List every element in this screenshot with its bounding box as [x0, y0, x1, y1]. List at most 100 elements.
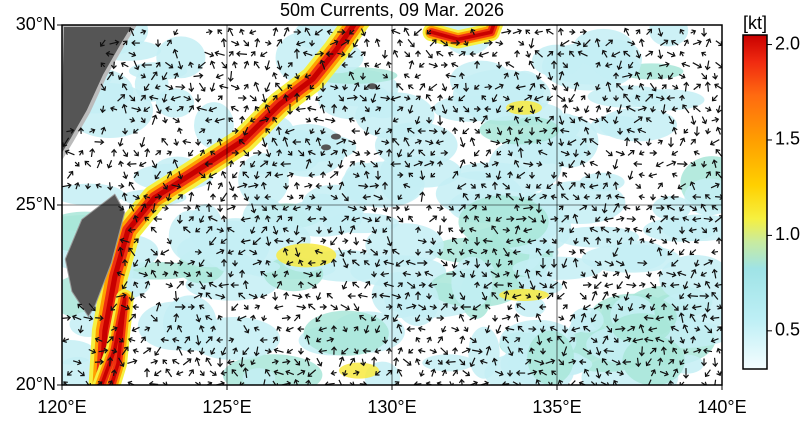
- current-arrow: [122, 40, 128, 46]
- current-arrow: [391, 248, 400, 255]
- current-arrow: [342, 370, 348, 377]
- current-arrow: [648, 172, 657, 179]
- current-arrow: [426, 293, 432, 300]
- current-arrow: [326, 29, 333, 35]
- current-arrow: [494, 83, 504, 90]
- current-arrow: [513, 313, 520, 322]
- current-arrow: [133, 171, 139, 179]
- current-arrow: [492, 51, 498, 57]
- current-arrow: [316, 337, 322, 343]
- current-arrow: [616, 370, 625, 377]
- speed-patch: [527, 330, 574, 385]
- current-arrow: [437, 248, 443, 256]
- current-arrow: [315, 137, 322, 147]
- current-arrow: [625, 105, 636, 112]
- current-arrow: [314, 248, 323, 255]
- current-arrow: [331, 346, 337, 355]
- current-arrow: [314, 28, 323, 36]
- current-arrow: [282, 247, 289, 256]
- current-arrow: [177, 171, 184, 180]
- current-arrow: [605, 39, 614, 47]
- current-arrow: [318, 326, 327, 333]
- current-arrow: [505, 61, 515, 69]
- current-arrow: [353, 303, 360, 312]
- current-arrow: [276, 280, 283, 289]
- current-arrow: [502, 271, 510, 277]
- current-arrow: [220, 370, 227, 376]
- current-arrow: [118, 337, 124, 343]
- current-arrow: [314, 50, 325, 57]
- current-arrow: [518, 347, 524, 354]
- current-arrow: [106, 160, 113, 169]
- current-arrow: [513, 269, 520, 279]
- current-arrow: [425, 94, 432, 102]
- current-arrow: [119, 237, 130, 244]
- current-arrow: [682, 281, 689, 290]
- current-arrow: [425, 359, 433, 365]
- speed-patch: [303, 310, 389, 356]
- current-arrow: [469, 270, 476, 279]
- current-arrow: [551, 171, 557, 179]
- current-arrow: [144, 367, 150, 378]
- current-arrow: [175, 370, 184, 377]
- current-arrow: [110, 303, 118, 311]
- current-arrow: [579, 292, 587, 300]
- current-arrow: [362, 238, 372, 245]
- current-arrow: [419, 82, 426, 91]
- current-arrow: [250, 314, 256, 321]
- current-arrow: [240, 216, 251, 223]
- current-arrow: [568, 93, 576, 103]
- current-arrow: [341, 62, 348, 68]
- current-arrow: [94, 358, 105, 365]
- current-arrow: [480, 183, 487, 189]
- current-arrow: [595, 84, 601, 91]
- current-arrow: [319, 216, 328, 223]
- current-arrow: [198, 304, 205, 310]
- current-arrow: [307, 281, 317, 289]
- current-arrow: [143, 194, 151, 200]
- current-arrow: [165, 84, 174, 91]
- current-arrow: [426, 29, 432, 35]
- current-arrow: [484, 194, 492, 200]
- current-arrow: [250, 50, 256, 57]
- current-arrow: [341, 280, 348, 290]
- current-arrow: [474, 215, 480, 223]
- current-arrow: [150, 248, 158, 256]
- current-arrow: [452, 170, 459, 179]
- current-arrow: [319, 59, 326, 70]
- current-arrow: [265, 149, 272, 158]
- current-arrow: [474, 60, 481, 69]
- current-arrow: [677, 161, 688, 168]
- current-arrow: [572, 257, 579, 268]
- current-arrow: [165, 368, 173, 378]
- current-arrow: [129, 94, 136, 102]
- current-arrow: [595, 194, 602, 200]
- current-arrow: [215, 73, 224, 80]
- current-arrow: [325, 117, 336, 124]
- current-arrow: [527, 369, 538, 376]
- current-arrow: [626, 216, 637, 223]
- current-arrow: [682, 324, 689, 334]
- current-arrow: [408, 172, 414, 178]
- current-arrow: [616, 237, 623, 246]
- current-arrow: [392, 117, 399, 123]
- current-arrow: [205, 292, 213, 300]
- current-arrow: [502, 227, 511, 234]
- current-arrow: [242, 126, 249, 136]
- current-arrow: [588, 183, 599, 190]
- current-arrow: [243, 193, 250, 202]
- current-arrow: [693, 347, 702, 354]
- current-arrow: [381, 314, 390, 321]
- current-arrow: [504, 325, 515, 332]
- current-arrow: [451, 258, 458, 269]
- current-arrow: [308, 172, 315, 178]
- current-arrow: [188, 191, 195, 202]
- current-arrow: [615, 260, 625, 267]
- current-arrow: [238, 139, 245, 145]
- current-arrow: [177, 127, 183, 134]
- current-arrow: [547, 381, 553, 385]
- current-arrow: [419, 191, 426, 202]
- current-arrow: [198, 347, 205, 356]
- current-arrow: [451, 237, 458, 245]
